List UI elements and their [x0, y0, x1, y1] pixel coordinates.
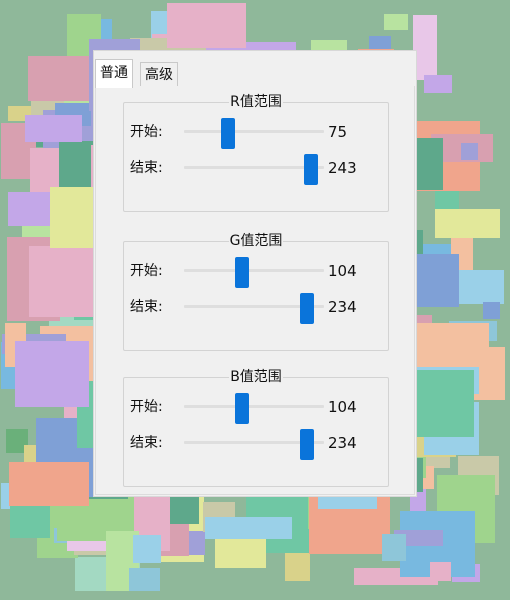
slider-thumb[interactable]: [299, 429, 314, 460]
mosaic-tile: [15, 341, 89, 407]
mosaic-tile: [6, 429, 28, 453]
b-start-slider[interactable]: [184, 393, 324, 424]
mosaic-tile: [167, 3, 246, 48]
r-end-row: 结束: 243: [130, 154, 380, 185]
g-end-value: 234: [328, 298, 357, 316]
mosaic-tile: [133, 535, 161, 563]
g-range-group: G值范围 开始: 104 结束: 234: [123, 233, 389, 351]
mosaic-tile: [205, 517, 292, 539]
tab-basic[interactable]: 普通: [95, 59, 133, 88]
mosaic-tile: [461, 143, 478, 160]
slider-thumb[interactable]: [235, 257, 250, 288]
g-end-slider[interactable]: [184, 293, 324, 324]
r-start-label: 开始:: [130, 124, 163, 140]
mosaic-tile: [25, 115, 82, 142]
mosaic-tile: [435, 209, 500, 238]
g-end-label: 结束:: [130, 299, 163, 315]
b-end-row: 结束: 234: [130, 429, 380, 460]
tab-content: R值范围 开始: 75 结束: 243 G值范围: [95, 86, 415, 495]
slider-track: [184, 166, 324, 169]
r-range-group: R值范围 开始: 75 结束: 243: [123, 94, 389, 212]
g-range-title: G值范围: [228, 233, 284, 249]
tab-bar: 普通 高级: [94, 56, 416, 91]
mosaic-tile: [184, 531, 205, 555]
mosaic-tile: [424, 75, 452, 93]
b-end-slider[interactable]: [184, 429, 324, 460]
slider-thumb[interactable]: [304, 154, 319, 185]
g-end-row: 结束: 234: [130, 293, 380, 324]
mosaic-tile: [413, 15, 437, 80]
b-start-row: 开始: 104: [130, 393, 380, 424]
slider-thumb[interactable]: [235, 393, 250, 424]
slider-track: [184, 441, 324, 444]
g-start-label: 开始:: [130, 263, 163, 279]
slider-track: [184, 405, 324, 408]
slider-track: [184, 130, 324, 133]
g-start-slider[interactable]: [184, 257, 324, 288]
r-end-slider[interactable]: [184, 154, 324, 185]
slider-track: [184, 305, 324, 308]
mosaic-tile: [129, 568, 160, 591]
mosaic-tile: [9, 462, 89, 506]
g-start-value: 104: [328, 262, 357, 280]
mosaic-tile: [430, 562, 451, 581]
b-start-value: 104: [328, 398, 357, 416]
slider-thumb[interactable]: [221, 118, 236, 149]
b-end-label: 结束:: [130, 435, 163, 451]
b-range-group: B值范围 开始: 104 结束: 234: [123, 369, 389, 487]
r-start-row: 开始: 75: [130, 118, 380, 149]
tab-advanced[interactable]: 高级: [140, 62, 178, 86]
color-range-panel: 普通 高级 R值范围 开始: 75 结束: 243: [93, 50, 417, 497]
r-range-title: R值范围: [229, 94, 283, 110]
mosaic-tile: [394, 530, 443, 546]
slider-track: [184, 269, 324, 272]
mosaic-tile: [384, 14, 408, 30]
r-start-slider[interactable]: [184, 118, 324, 149]
slider-thumb[interactable]: [299, 293, 314, 324]
r-end-label: 结束:: [130, 160, 163, 176]
mosaic-tile: [382, 534, 406, 561]
b-range-title: B值范围: [229, 369, 283, 385]
mosaic-tile: [483, 302, 500, 319]
b-end-value: 234: [328, 434, 357, 452]
r-start-value: 75: [328, 123, 348, 141]
g-start-row: 开始: 104: [130, 257, 380, 288]
r-end-value: 243: [328, 159, 357, 177]
b-start-label: 开始:: [130, 399, 163, 415]
